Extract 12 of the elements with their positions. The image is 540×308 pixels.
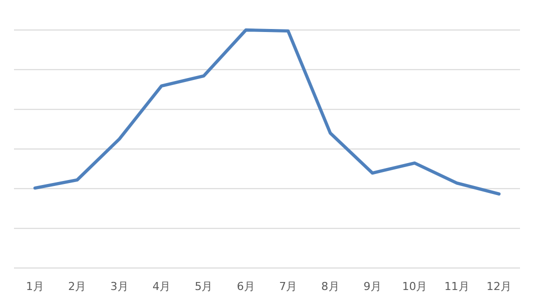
x-tick-label: 10月 [402,280,428,293]
x-tick-label: 8月 [321,280,340,293]
x-tick-label: 11月 [444,280,470,293]
x-tick-label: 1月 [26,280,44,293]
x-tick-label: 6月 [236,280,255,293]
x-tick-label: 7月 [279,280,298,293]
x-tick-label: 3月 [110,280,128,293]
x-tick-label: 5月 [194,280,213,293]
x-tick-label: 9月 [363,280,382,293]
x-tick-label: 2月 [68,280,86,293]
x-tick-label: 4月 [152,280,171,293]
x-tick-label: 12月 [486,280,512,293]
